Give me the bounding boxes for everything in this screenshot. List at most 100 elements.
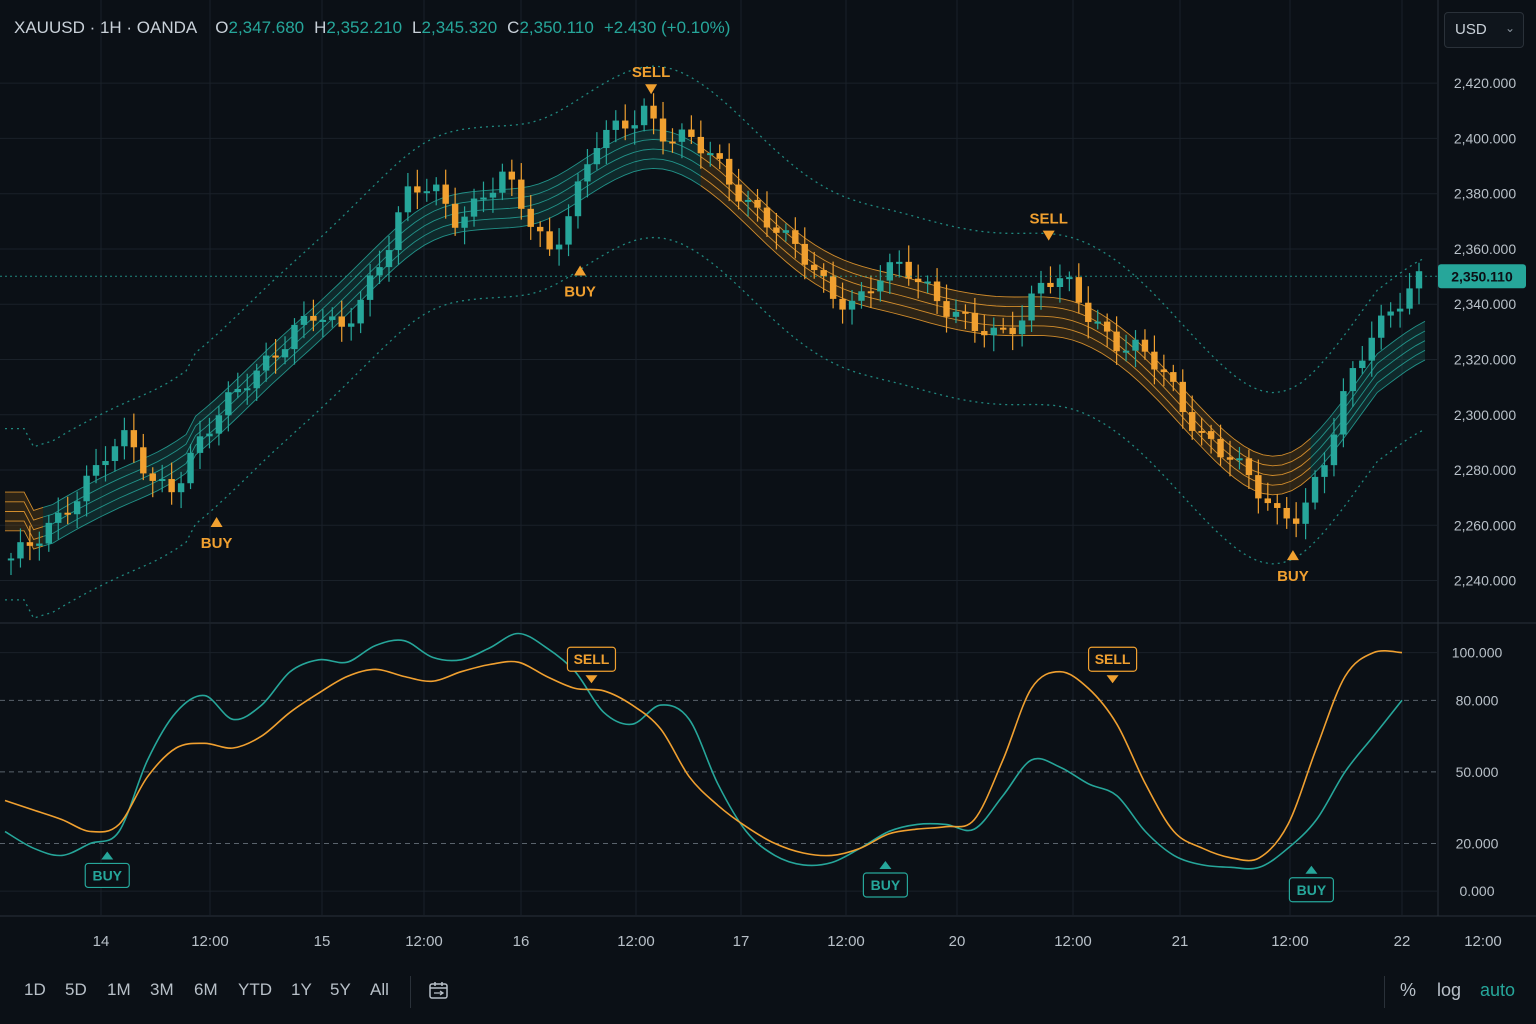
timeframe-3m[interactable]: 3M [150, 980, 174, 999]
auto-scale-toggle[interactable]: auto [1480, 980, 1516, 1000]
price-tick-label: 2,380.000 [1454, 186, 1516, 202]
candle-body [1037, 282, 1045, 294]
osc-buy-label: BUY [871, 877, 901, 893]
candle-body [1085, 302, 1092, 322]
osc-tick-label: 50.000 [1456, 764, 1499, 780]
timeframe-all[interactable]: All [370, 980, 389, 999]
candle-body [130, 430, 138, 448]
candle-body [716, 153, 723, 159]
osc-tick-label: 80.000 [1456, 692, 1499, 708]
candle-body [1189, 412, 1196, 431]
osc-tick-label: 0.000 [1459, 883, 1494, 899]
candle-body [763, 207, 771, 228]
candle-body [385, 250, 393, 268]
candle-body [782, 230, 790, 233]
candle-body [158, 479, 166, 482]
toolbar-divider-right [1384, 976, 1385, 1008]
candle-body [291, 324, 298, 350]
buy-signal-marker [1286, 550, 1299, 561]
candle-body [990, 327, 997, 336]
price-tick-label: 2,360.000 [1454, 241, 1516, 257]
band-line [1310, 340, 1426, 459]
percent-scale-toggle[interactable]: % [1400, 980, 1417, 1000]
osc-sell-marker [585, 675, 598, 684]
candle-body [820, 270, 827, 277]
osc-sell-box [566, 646, 617, 672]
candle-body [234, 389, 241, 393]
last-price-label: 2,350.110 [1451, 268, 1513, 284]
osc-buy-label: BUY [92, 867, 122, 883]
currency-selector[interactable]: USD ⌄ [1444, 12, 1524, 48]
time-tick-label: 15 [314, 933, 331, 950]
candle-body [603, 129, 610, 149]
osc-buy-label: BUY [1297, 882, 1327, 898]
candle-body [414, 186, 421, 193]
candle-body [404, 186, 412, 213]
candle-body [36, 543, 43, 546]
candle-body [1264, 498, 1272, 504]
time-tick-label: 14 [93, 933, 110, 950]
candle-body [1359, 360, 1366, 369]
candle-body [310, 315, 317, 321]
candle-body [1406, 288, 1413, 309]
timeframe-1m[interactable]: 1M [107, 980, 131, 999]
candle-body [650, 105, 657, 119]
low-label: L [412, 18, 422, 37]
candle-body [867, 291, 875, 294]
band-fill [1310, 321, 1425, 478]
candle-body [17, 542, 24, 559]
candle-body [140, 447, 147, 474]
osc-slow-line [4, 650, 1403, 862]
candle-body [631, 125, 638, 129]
candle-body [1349, 368, 1357, 392]
candle-body [272, 355, 279, 358]
candle-body [1000, 327, 1007, 330]
time-tick-label: 17 [733, 933, 750, 950]
close-value: 2,350.110 [519, 18, 594, 37]
time-tick-label: 12:00 [191, 933, 229, 950]
candle-body [329, 316, 336, 320]
time-tick-label: 12:00 [405, 933, 443, 950]
candle-body [801, 243, 808, 265]
band-line [700, 146, 1311, 457]
timeframe-5d[interactable]: 5D [65, 980, 87, 999]
buy-signal-label: BUY [1277, 568, 1309, 585]
osc-buy-marker [101, 851, 114, 860]
candle-body [811, 264, 818, 271]
candle-body [55, 512, 62, 523]
candle-body [1018, 320, 1026, 335]
candle-body [555, 244, 563, 250]
timeframe-1y[interactable]: 1Y [291, 980, 312, 999]
candle-body [640, 105, 648, 126]
band-line [5, 520, 44, 540]
candle-body [499, 171, 506, 193]
candle-body [83, 475, 90, 502]
timeframe-5y[interactable]: 5Y [330, 980, 351, 999]
candle-body [1340, 391, 1347, 435]
candles [7, 93, 1423, 576]
date-range-icon[interactable] [428, 980, 450, 1002]
osc-sell-marker [1106, 675, 1119, 684]
candle-body [1396, 308, 1404, 312]
candle-body [1236, 458, 1243, 461]
osc-sell-label: SELL [574, 651, 610, 667]
candle-body [1321, 465, 1328, 477]
price-chart[interactable]: BUY BUY SELL SELL BUY BUY SELL BUY SELL BUY 14 12:… [0, 0, 1536, 962]
candle-body [754, 199, 761, 208]
candle-body [943, 301, 950, 317]
band-line [1310, 330, 1426, 449]
osc-buy-box [1288, 877, 1335, 903]
candle-body [121, 430, 128, 447]
candle-body [735, 184, 742, 202]
timeframe-ytd[interactable]: YTD [238, 980, 272, 999]
band-fill [43, 129, 701, 547]
candle-body [1151, 351, 1158, 370]
candle-body [527, 208, 534, 227]
candle-body [1368, 337, 1375, 361]
band-line [1310, 349, 1426, 468]
timeframe-1d[interactable]: 1D [24, 980, 46, 999]
sell-signal-label: SELL [632, 64, 670, 81]
candle-body [1274, 503, 1281, 508]
timeframe-6m[interactable]: 6M [194, 980, 218, 999]
log-scale-toggle[interactable]: log [1437, 980, 1462, 1000]
